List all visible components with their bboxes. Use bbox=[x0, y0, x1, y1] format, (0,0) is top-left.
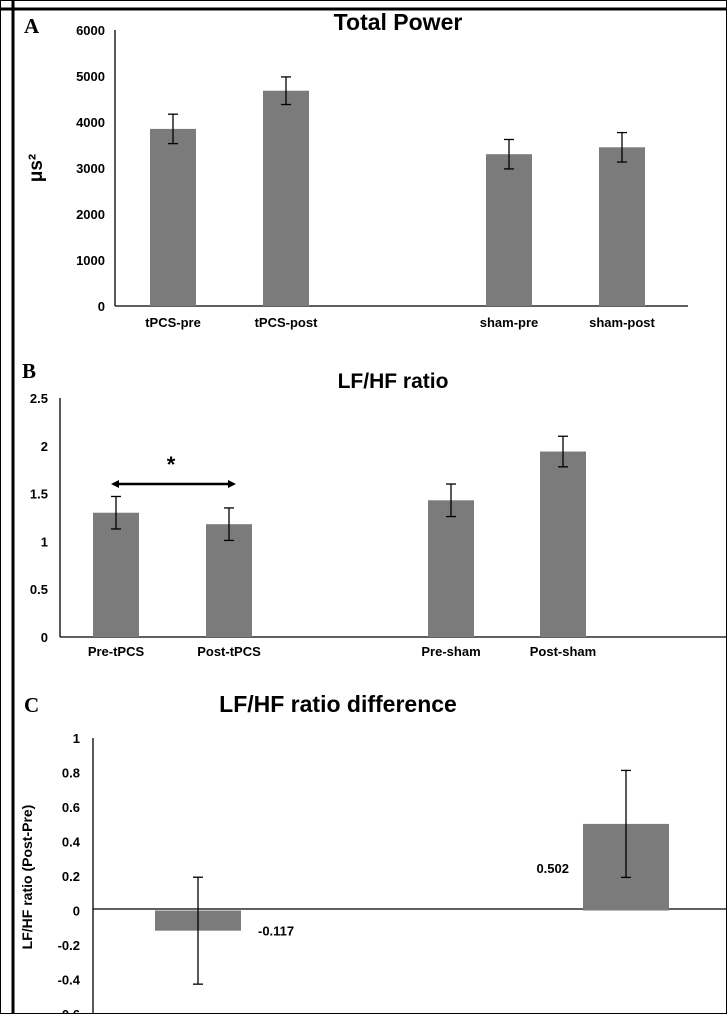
panel-b-letter: B bbox=[22, 359, 36, 383]
y-tick-label: -0.4 bbox=[58, 973, 81, 988]
y-tick-label: 3000 bbox=[76, 161, 105, 176]
y-tick-label: 0.4 bbox=[62, 835, 81, 850]
y-tick-label: 4000 bbox=[76, 115, 105, 130]
y-tick-label: 2.5 bbox=[30, 391, 48, 406]
panel-a-title: Total Power bbox=[334, 9, 463, 35]
y-tick-label: 2 bbox=[41, 439, 48, 454]
x-category-label: Pre-tPCS bbox=[88, 644, 145, 659]
y-tick-label: 0 bbox=[41, 630, 48, 645]
panel-b-significance-left-arrow bbox=[111, 480, 119, 488]
panel-a-marks: 0 1000 2000 3000 4000 5000 6000 tPCS-pre tPCS-po… bbox=[76, 23, 655, 330]
y-tick-label: -0.2 bbox=[58, 938, 80, 953]
bar bbox=[150, 128, 196, 306]
bar bbox=[428, 500, 474, 637]
panel-c-marks: 1 0.8 0.6 0.4 0.2 0 -0.2 -0.4 -0.6 -0.117 0.502 bbox=[58, 731, 669, 1014]
bar bbox=[599, 147, 645, 306]
data-label: 0.502 bbox=[536, 861, 569, 876]
bar bbox=[486, 154, 532, 306]
bar bbox=[263, 90, 309, 306]
y-tick-label: 1000 bbox=[76, 253, 105, 268]
panel-a-letter: A bbox=[24, 14, 40, 38]
x-category-label: Post-tPCS bbox=[197, 644, 261, 659]
y-tick-label: 1 bbox=[41, 534, 48, 549]
panel-c-title: LF/HF ratio difference bbox=[219, 691, 457, 717]
panel-c-lf-hf-difference: C LF/HF ratio difference LF/HF ratio (Po… bbox=[19, 691, 727, 1014]
y-tick-label: 0 bbox=[73, 904, 80, 919]
panel-c-y-axis-label: LF/HF ratio (Post-Pre) bbox=[19, 805, 35, 950]
y-tick-label: 0.8 bbox=[62, 766, 80, 781]
x-category-label: Pre-sham bbox=[421, 644, 480, 659]
y-tick-label: 0.6 bbox=[62, 800, 80, 815]
data-label: -0.117 bbox=[258, 924, 294, 939]
y-tick-label: 0.5 bbox=[30, 582, 48, 597]
panel-b-lf-hf-ratio: B LF/HF ratio * 0 0.5 1 1.5 2 2.5 Pre-tPCS Post… bbox=[22, 359, 727, 659]
x-category-label: sham-pre bbox=[480, 315, 539, 330]
bar bbox=[206, 524, 252, 637]
y-tick-label: 6000 bbox=[76, 23, 105, 38]
bar bbox=[540, 451, 586, 637]
panel-a-total-power: A Total Power μs² 0 1000 2000 3000 4000 5000 6… bbox=[24, 9, 688, 330]
panel-a-y-axis-label: μs² bbox=[26, 154, 47, 183]
x-category-label: tPCS-post bbox=[255, 315, 319, 330]
y-tick-label: 5000 bbox=[76, 69, 105, 84]
x-category-label: tPCS-pre bbox=[145, 315, 201, 330]
y-tick-label: 0 bbox=[98, 299, 105, 314]
panel-b-significance-right-arrow bbox=[228, 480, 236, 488]
panel-b-significance-star: * bbox=[167, 452, 176, 477]
y-tick-label: 0.2 bbox=[62, 869, 80, 884]
y-tick-label: 1.5 bbox=[30, 487, 48, 502]
bar bbox=[93, 512, 139, 637]
panel-b-marks: 0 0.5 1 1.5 2 2.5 Pre-tPCS Post-tPCS Pre-sham Pos… bbox=[30, 391, 596, 659]
y-tick-label: 1 bbox=[73, 731, 80, 746]
x-category-label: Post-sham bbox=[530, 644, 596, 659]
x-category-label: sham-post bbox=[589, 315, 655, 330]
panel-b-title: LF/HF ratio bbox=[338, 370, 449, 393]
panel-c-letter: C bbox=[24, 693, 39, 717]
y-tick-label: 2000 bbox=[76, 207, 105, 222]
y-tick-label: -0.6 bbox=[58, 1007, 80, 1014]
